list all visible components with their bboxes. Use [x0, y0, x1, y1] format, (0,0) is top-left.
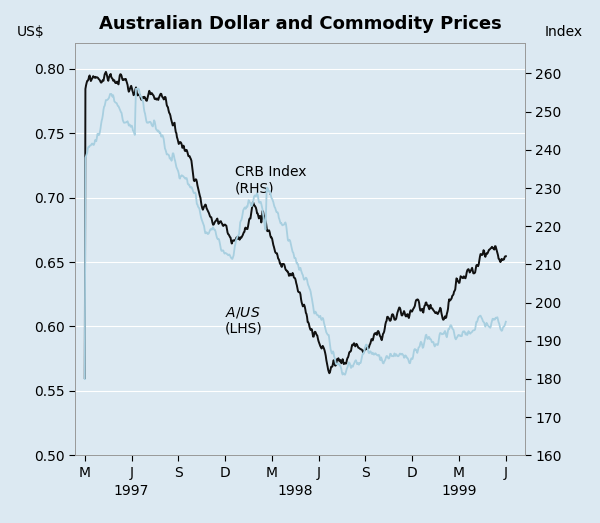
Text: US$: US$ — [17, 25, 45, 39]
Text: Index: Index — [545, 25, 583, 39]
Title: Australian Dollar and Commodity Prices: Australian Dollar and Commodity Prices — [98, 15, 502, 33]
Text: 1999: 1999 — [442, 484, 477, 498]
Text: $A/US$
(LHS): $A/US$ (LHS) — [225, 304, 263, 336]
Text: CRB Index
(RHS): CRB Index (RHS) — [235, 165, 306, 196]
Text: 1998: 1998 — [278, 484, 313, 498]
Text: 1997: 1997 — [114, 484, 149, 498]
